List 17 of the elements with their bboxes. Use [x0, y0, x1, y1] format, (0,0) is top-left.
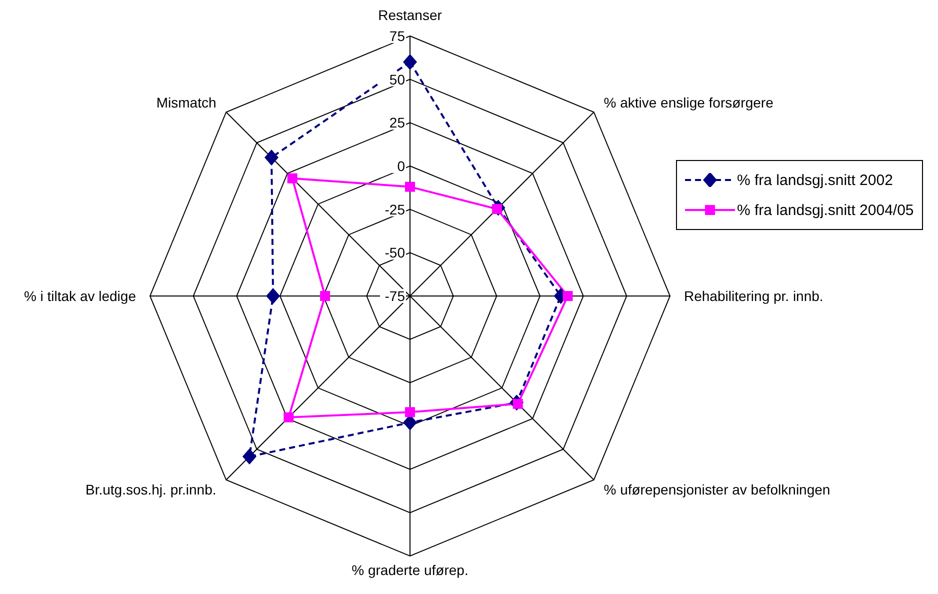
y-tick-label: 0 [397, 158, 406, 174]
legend-label: % fra landsgj.snitt 2004/05 [737, 202, 914, 218]
y-tick-label: -50 [384, 244, 406, 261]
spoke-label: Mismatch [156, 94, 216, 110]
spoke-label: Br.utg.sos.hj. pr.innb. [86, 482, 216, 498]
spoke-label: % uførepensjonister av befolkningen [604, 482, 830, 498]
spoke-label: Restanser [378, 7, 442, 23]
y-tick-label: 25 [389, 114, 406, 131]
spoke-label: % graderte uførep. [352, 562, 468, 578]
y-tick-label: 75 [389, 28, 406, 44]
spoke-label: % i tiltak av ledige [24, 288, 136, 304]
spoke-label: % aktive enslige forsørgere [604, 94, 774, 110]
y-tick-label: -75 [384, 288, 406, 304]
spoke-label: Rehabilitering pr. innb. [684, 288, 824, 304]
y-tick-label: 50 [389, 71, 406, 88]
legend-label: % fra landsgj.snitt 2002 [737, 172, 893, 188]
y-tick-label: -25 [384, 201, 406, 218]
